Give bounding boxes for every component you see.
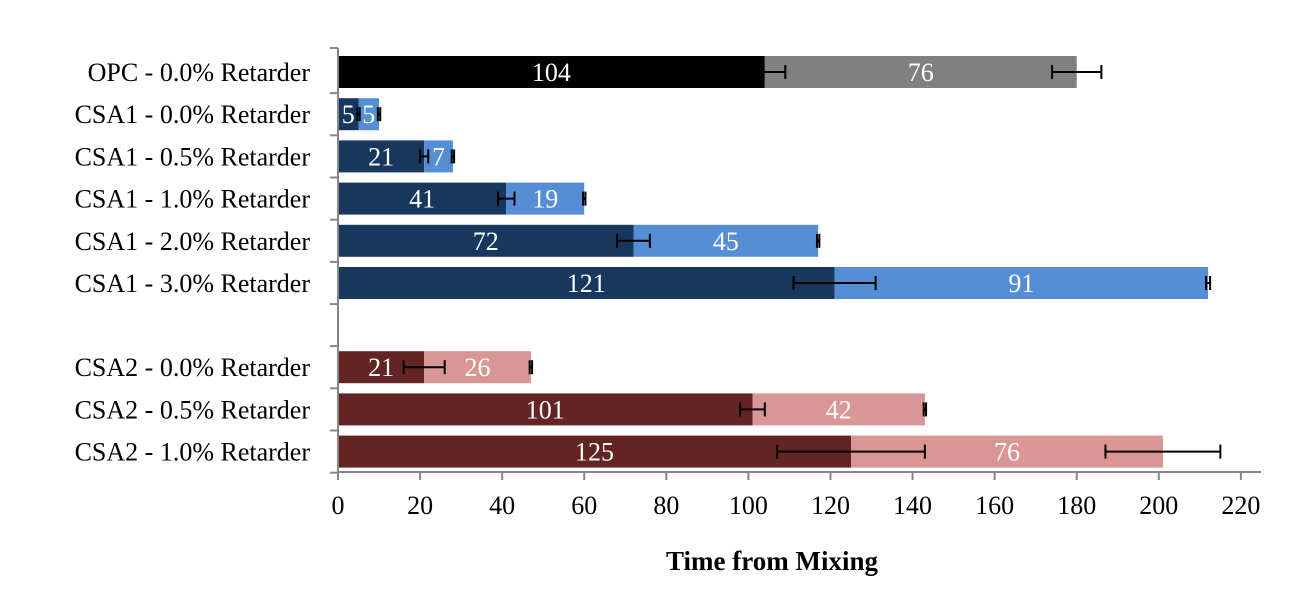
x-tick-label: 160 xyxy=(975,491,1014,520)
error-bar xyxy=(616,233,651,248)
data-label: 42 xyxy=(826,395,852,424)
bar-segment-additional xyxy=(834,267,1209,299)
data-label: 5 xyxy=(362,100,375,129)
x-axis-title: Time from Mixing xyxy=(666,546,878,576)
error-bar xyxy=(582,191,587,206)
category-label: CSA1 - 3.0% Retarder xyxy=(75,269,311,298)
error-bar xyxy=(792,276,877,290)
error-bar xyxy=(1204,276,1212,290)
error-bar xyxy=(497,191,516,206)
data-label: 5 xyxy=(342,100,355,129)
bar-segment-initial xyxy=(338,393,753,426)
x-tick-label: 200 xyxy=(1139,491,1178,520)
error-bar xyxy=(1051,65,1103,79)
category-label: CSA1 - 1.0% Retarder xyxy=(75,185,311,214)
data-label: 101 xyxy=(526,395,565,424)
category-label: CSA1 - 0.5% Retarder xyxy=(75,142,311,171)
data-label: 72 xyxy=(473,227,499,256)
x-tick-label: 100 xyxy=(729,491,768,520)
error-bars-layer xyxy=(356,65,1222,459)
error-bar xyxy=(528,360,534,375)
x-tick-label: 60 xyxy=(571,491,597,520)
error-bar xyxy=(815,233,821,248)
error-bar xyxy=(419,149,430,164)
x-tick-label: 40 xyxy=(489,491,515,520)
bar-segment-additional xyxy=(752,393,925,426)
data-label: 26 xyxy=(465,353,491,382)
x-tick-label: 120 xyxy=(811,491,850,520)
data-label: 19 xyxy=(532,185,558,214)
x-tick-label: 0 xyxy=(332,491,345,520)
data-label: 41 xyxy=(409,185,435,214)
bar-segment-additional xyxy=(506,182,585,215)
data-label: 76 xyxy=(994,438,1020,467)
category-label: CSA2 - 0.5% Retarder xyxy=(75,395,311,424)
x-tick-label: 180 xyxy=(1057,491,1096,520)
error-bar xyxy=(922,402,928,417)
bar-segment-additional xyxy=(358,98,380,131)
x-tick-label: 80 xyxy=(653,491,679,520)
data-label: 7 xyxy=(432,142,445,171)
category-label: OPC - 0.0% Retarder xyxy=(88,58,311,87)
data-label: 121 xyxy=(567,269,606,298)
bar-segment-initial xyxy=(338,267,835,299)
x-tick-label: 140 xyxy=(893,491,932,520)
bar-segment-additional xyxy=(764,56,1077,88)
bar-segment-initial xyxy=(338,98,359,131)
error-bar xyxy=(376,107,382,122)
data-label: 91 xyxy=(1008,269,1034,298)
data-label: 125 xyxy=(575,438,614,467)
data-label: 45 xyxy=(713,227,739,256)
x-tick-label: 220 xyxy=(1221,491,1260,520)
bar-segment-initial xyxy=(338,140,425,173)
labels-layer: OPC - 0.0% Retarder 104 76 CSA1 - 0.0% Reta… xyxy=(75,58,1261,520)
axes-layer xyxy=(330,47,1261,480)
bars-layer xyxy=(338,56,1209,468)
bar-segment-initial xyxy=(338,56,765,88)
error-bar xyxy=(776,444,926,459)
error-bar xyxy=(739,402,766,417)
data-label: 21 xyxy=(368,142,394,171)
error-bar xyxy=(402,360,446,375)
data-label: 76 xyxy=(908,58,934,87)
data-label: 104 xyxy=(532,58,571,87)
error-bar xyxy=(450,149,456,164)
data-label: 21 xyxy=(368,353,394,382)
error-bar xyxy=(1104,444,1222,459)
error-bar xyxy=(356,107,361,122)
bar-segment-initial xyxy=(338,435,851,468)
bar-segment-initial xyxy=(338,182,507,215)
category-label: CSA2 - 1.0% Retarder xyxy=(75,438,311,467)
x-tick-label: 20 xyxy=(407,491,433,520)
category-label: CSA2 - 0.0% Retarder xyxy=(75,353,311,382)
bar-segment-initial xyxy=(338,224,634,257)
bar-segment-additional xyxy=(633,224,819,257)
error-bar xyxy=(743,65,787,79)
category-label: CSA1 - 0.0% Retarder xyxy=(75,100,311,129)
category-label: CSA1 - 2.0% Retarder xyxy=(75,227,311,256)
